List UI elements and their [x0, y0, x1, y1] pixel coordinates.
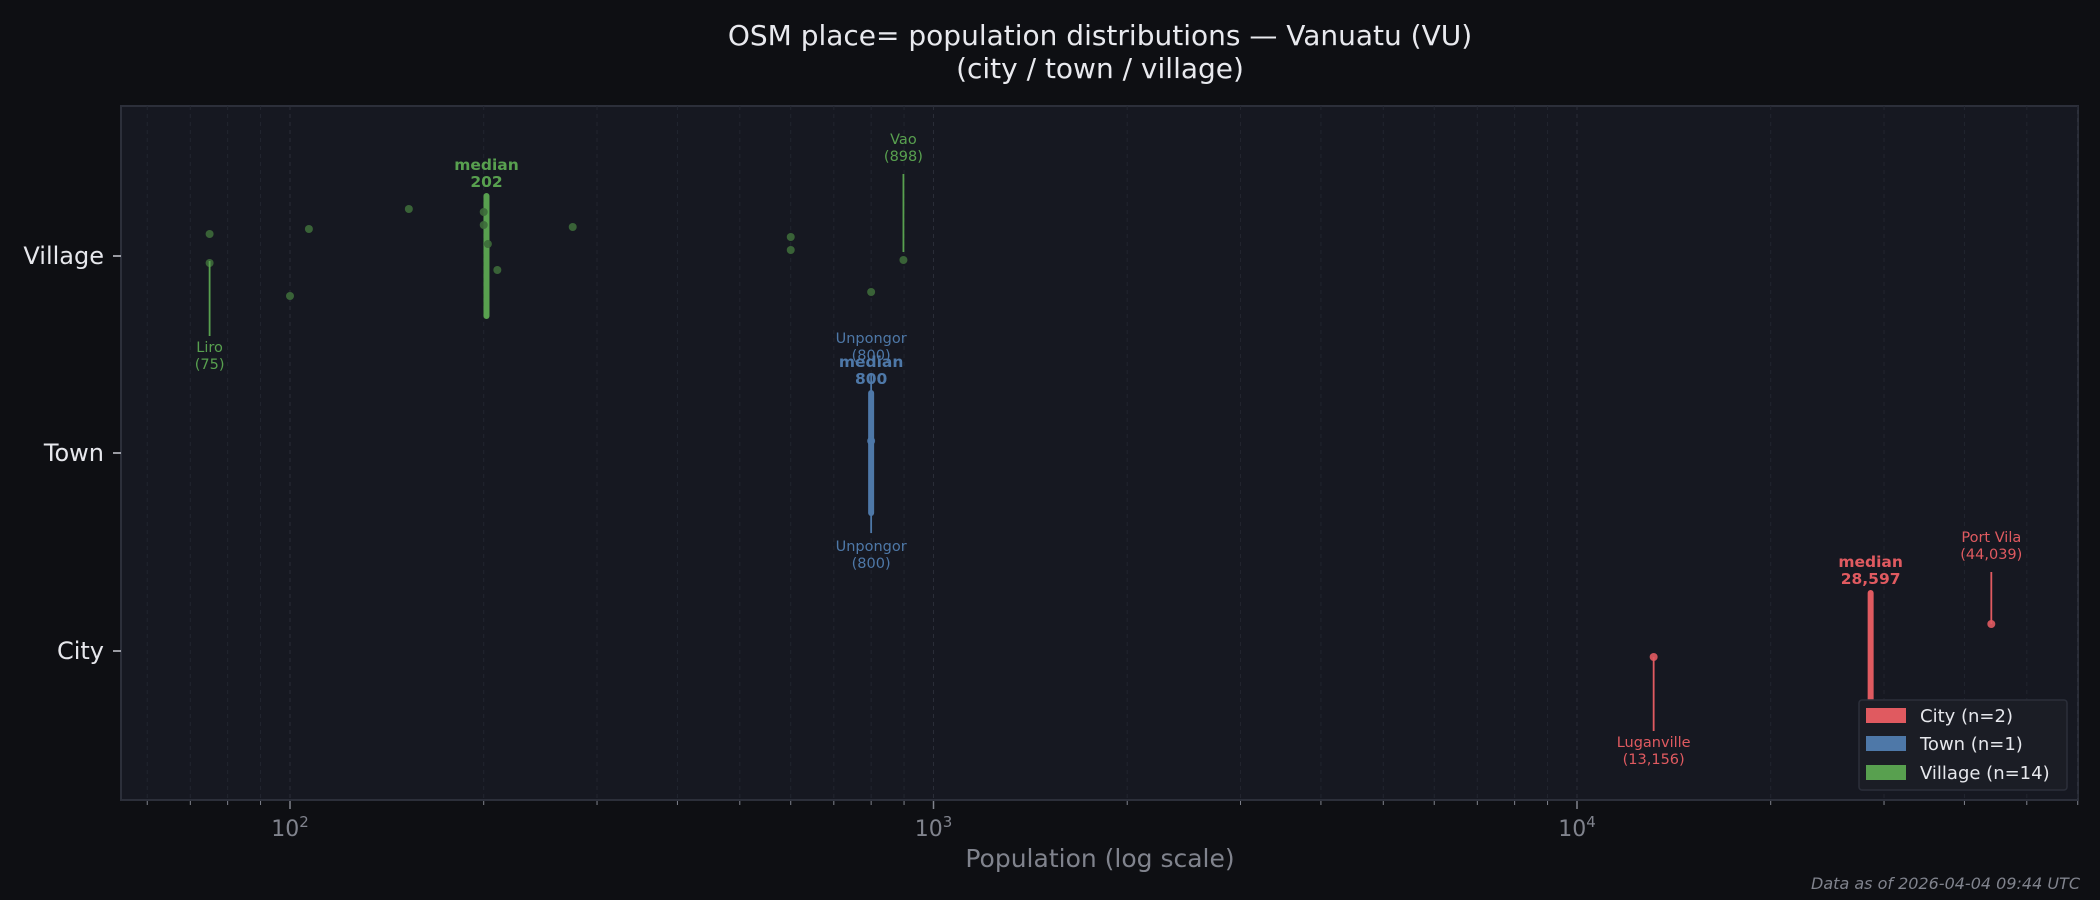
legend-box	[1858, 699, 2068, 791]
series-town	[867, 390, 876, 516]
point-label-unpongor: Unpongor (800)	[836, 331, 907, 364]
x-tick-label: 102	[271, 813, 309, 842]
legend-swatch-village	[1866, 765, 1906, 780]
point-label-vao: Vao (898)	[884, 132, 923, 165]
data-point	[786, 233, 795, 241]
median-label-village: median 202	[454, 156, 519, 191]
x-tick-label: 103	[915, 813, 953, 842]
series-village	[205, 193, 908, 319]
data-point	[493, 266, 502, 274]
data-point	[304, 225, 313, 233]
y-tick-label-village: Village	[23, 242, 104, 270]
y-axis-ticks: Village Town City	[23, 242, 121, 665]
point-label-luganville: Luganville (13,156)	[1617, 735, 1691, 768]
point-label-port-vila: Port Vila (44,039)	[1960, 530, 2022, 563]
data-point	[899, 256, 908, 264]
point-label-liro: Liro (75)	[195, 340, 225, 373]
legend-label-village: Village (n=14)	[1920, 763, 2050, 784]
data-point	[205, 230, 214, 238]
data-point	[786, 246, 795, 254]
data-point	[479, 221, 488, 229]
median-label-city: median 28,597	[1838, 553, 1903, 588]
legend-item-city: City (n=2)	[1866, 706, 2013, 727]
data-point	[286, 292, 294, 300]
legend-label-city: City (n=2)	[1920, 706, 2013, 727]
plot-area	[120, 105, 2079, 801]
x-axis-label: Population (log scale)	[965, 844, 1234, 873]
x-axis-ticks: 102 103 104	[146, 801, 2079, 842]
legend-item-town: Town (n=1)	[1866, 734, 2023, 755]
chart-title-line2: (city / town / village)	[956, 52, 1244, 85]
legend-swatch-city	[1866, 708, 1906, 723]
legend-item-village: Village (n=14)	[1866, 763, 2050, 784]
data-point	[404, 205, 413, 213]
chart-title-line1: OSM place= population distributions — Va…	[728, 19, 1472, 52]
data-point	[867, 288, 876, 296]
legend-label-town: Town (n=1)	[1919, 734, 2023, 755]
y-tick-label-city: City	[57, 637, 104, 665]
data-point	[867, 437, 876, 445]
annotations: median 28,597 Luganville (13,156) Port Vila(…	[195, 132, 2023, 768]
legend-swatch-town	[1866, 736, 1906, 751]
data-point	[479, 208, 488, 216]
legend: City (n=2) Town (n=1) Village (n=14)	[1858, 699, 2068, 791]
x-tick-label: 104	[1558, 813, 1596, 842]
y-tick-label-town: Town	[43, 439, 104, 467]
data-point	[568, 223, 577, 231]
point-label-unpongor: Unpongor (800)	[836, 539, 907, 572]
data-point	[483, 240, 492, 248]
data-timestamp: Data as of 2026-04-04 09:44 UTC	[1811, 874, 2081, 893]
